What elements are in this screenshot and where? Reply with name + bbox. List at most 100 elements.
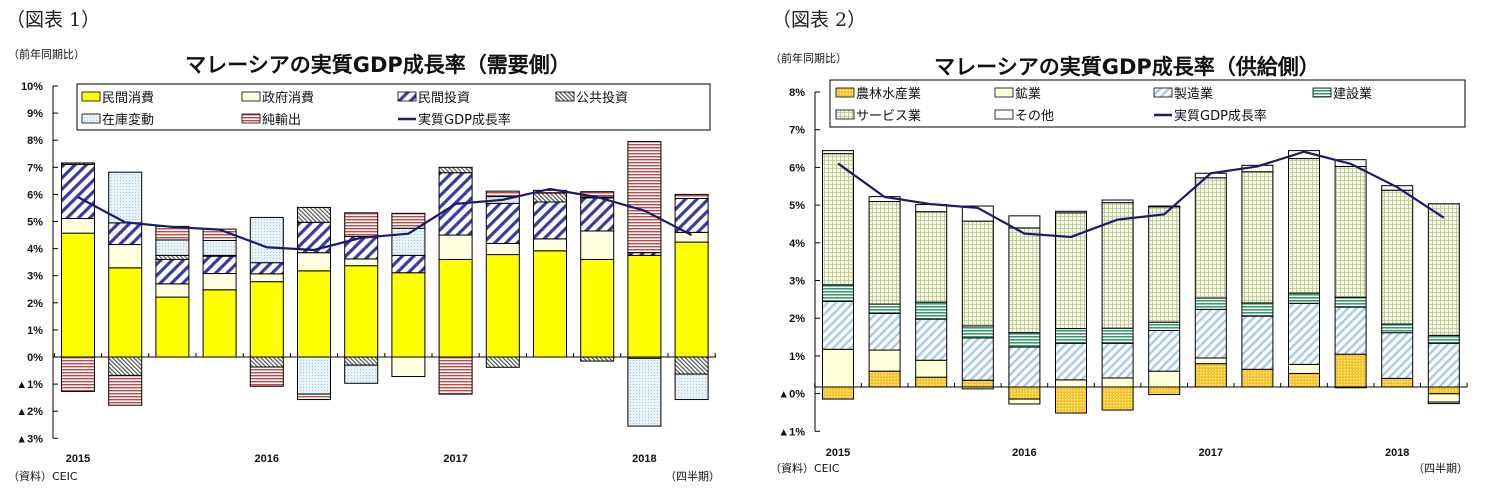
- legend-label: サービス業: [856, 108, 921, 124]
- y-tick-label: 4%: [27, 244, 43, 256]
- bar-segment: [1194, 363, 1227, 388]
- legend-label: 政府消費: [262, 91, 314, 106]
- bar-segment: [391, 272, 426, 358]
- bar-segment: [822, 153, 854, 286]
- y-tick-label: ▲1%: [778, 426, 805, 438]
- bar-segment: [202, 273, 237, 291]
- bar-segment: [961, 325, 994, 339]
- bar-segment: [249, 281, 284, 358]
- bar-segment: [391, 356, 426, 378]
- bar-segment: [344, 258, 379, 267]
- bar-segment: [1334, 165, 1367, 298]
- bar-segment: [1008, 215, 1041, 229]
- x-tick-label: 2018: [1385, 447, 1409, 459]
- bar-segment: [61, 356, 95, 392]
- bar-segment: [391, 254, 426, 274]
- x-axis-unit-label: （四半期）: [1413, 461, 1468, 475]
- bar-segment: [438, 258, 473, 358]
- bar-segment: [915, 211, 948, 303]
- x-axis-unit-label: （四半期）: [665, 469, 720, 483]
- legend-label: その他: [1015, 109, 1054, 124]
- y-tick-label: 8%: [27, 135, 43, 147]
- bar-segment: [822, 300, 854, 350]
- bar-segment: [868, 303, 901, 314]
- bar-segment: [1194, 357, 1227, 365]
- y-axis-unit-label: （前年同期比）: [8, 47, 85, 61]
- y-tick-label: 2%: [789, 313, 805, 325]
- bar-segment: [915, 318, 948, 361]
- gdp-growth-line: [77, 187, 693, 252]
- bar-segment: [1288, 372, 1320, 388]
- bar-segment: [868, 201, 901, 305]
- bar-segment: [108, 222, 143, 246]
- bar-segment: [580, 230, 615, 260]
- bar-segment: [915, 376, 948, 388]
- bar-segment: [1427, 342, 1460, 388]
- bar-segment: [391, 227, 426, 256]
- bar-segment: [674, 241, 709, 358]
- bar-segment: [249, 216, 284, 264]
- bar-segment: [1008, 386, 1041, 400]
- legend-swatch: [81, 113, 101, 124]
- bar-segment: [1055, 210, 1087, 214]
- bar-segment: [344, 356, 379, 366]
- bar-segment: [822, 284, 854, 302]
- legend-label: 実質GDP成長率: [1174, 108, 1267, 124]
- y-tick-label: 1%: [789, 351, 805, 363]
- bar-segment: [297, 270, 331, 358]
- y-tick-label: 0%: [27, 352, 43, 364]
- bar-segment: [1008, 227, 1041, 334]
- bar-segment: [108, 171, 143, 224]
- bar-segment: [674, 373, 709, 401]
- bar-segment: [202, 255, 237, 275]
- y-tick-label: 6%: [789, 162, 805, 174]
- bar-segment: [202, 289, 237, 358]
- bar-segment: [1101, 202, 1134, 329]
- bar-segment: [344, 364, 379, 384]
- bar-segment: [1148, 321, 1181, 331]
- demand-side-chart: （図表 1） （前年同期比） マレーシアの実質GDP成長率（需要側） （資料）CEIC…: [6, 9, 720, 483]
- bar-segment: [1288, 158, 1320, 294]
- bar-segment: [1148, 386, 1181, 396]
- legend-swatch: [1312, 87, 1332, 98]
- bar-segment: [1008, 332, 1041, 348]
- y-tick-label: 3%: [789, 276, 805, 288]
- bar-segment: [344, 265, 379, 358]
- y-tick-label: ▲0%: [778, 389, 805, 401]
- legend-swatch: [81, 91, 101, 102]
- bar-segment: [1241, 171, 1274, 304]
- bar-segment: [1288, 363, 1320, 374]
- bar-segment: [1055, 328, 1087, 344]
- bar-segment: [155, 258, 190, 285]
- y-tick-label: ▲2%: [16, 406, 43, 418]
- bar-segment: [1055, 379, 1087, 388]
- bar-segment: [1288, 302, 1320, 365]
- bar-segment: [674, 193, 709, 199]
- bar-segment: [1148, 329, 1181, 372]
- bar-segment: [1148, 370, 1181, 388]
- legend-swatch: [835, 87, 855, 98]
- x-tick-label: 2015: [826, 447, 850, 459]
- x-tick-label: 2016: [255, 453, 279, 465]
- chart-title: マレーシアの実質GDP成長率（需要側）: [185, 53, 571, 77]
- bar-segment: [108, 244, 143, 269]
- x-tick-label: 2016: [1012, 447, 1036, 459]
- legend-label: 民間投資: [418, 90, 470, 106]
- legend-swatch: [994, 109, 1014, 120]
- bar-segment: [1148, 205, 1181, 208]
- y-tick-label: 1%: [27, 325, 43, 337]
- bar-segment: [1381, 189, 1414, 325]
- bar-segment: [1288, 292, 1320, 304]
- legend-label: 実質GDP成長率: [418, 112, 511, 128]
- bar-segment: [674, 197, 709, 233]
- bar-segment: [1334, 296, 1367, 308]
- bar-segment: [533, 250, 567, 358]
- y-tick-label: 9%: [27, 108, 43, 120]
- bar-segment: [1008, 346, 1041, 388]
- bar-segment: [533, 201, 567, 240]
- bar-segment: [485, 254, 520, 358]
- y-tick-label: 3%: [27, 271, 43, 283]
- bar-segment: [1194, 177, 1227, 299]
- figure-label: （図表 1）: [6, 9, 100, 31]
- bar-segment: [1427, 334, 1460, 344]
